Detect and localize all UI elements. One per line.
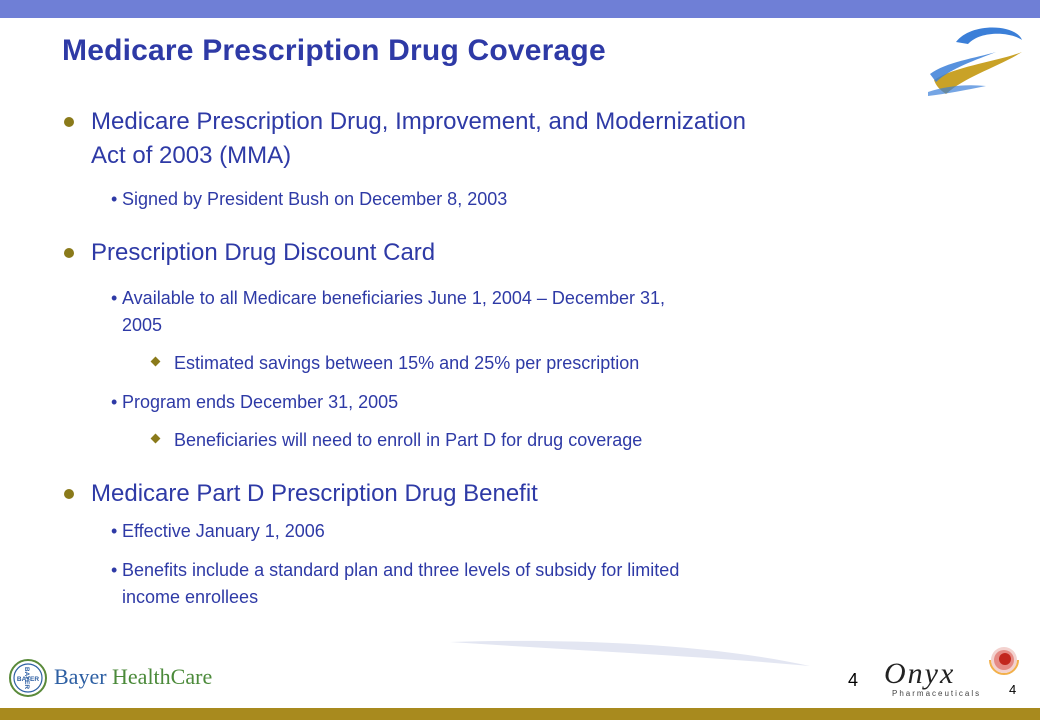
bullet-1-line-1: Medicare Prescription Drug, Improvement,…: [91, 108, 746, 135]
bullet-2-1-1: Estimated savings between 15% and 25% pe…: [174, 353, 640, 373]
diamond-bullet-icon: [150, 433, 161, 444]
bullet-3-2-line-2: income enrollees: [122, 587, 259, 607]
onyx-sphere-icon: [989, 647, 1019, 675]
bullet-3-1: Effective January 1, 2006: [122, 521, 325, 541]
sub-bullet-icon: •: [111, 521, 118, 541]
bayer-seal-vertical-text: BAYER: [23, 667, 30, 689]
bayer-healthcare-logo-text: Bayer HealthCare: [54, 664, 212, 690]
logo-page-number: 4: [1009, 682, 1017, 697]
bullet-2-1-line-1: Available to all Medicare beneficiaries …: [122, 288, 665, 308]
bullet-2: Prescription Drug Discount Card: [91, 239, 436, 266]
bullet-2-2-1: Beneficiaries will need to enroll in Par…: [174, 430, 643, 450]
bullet-2-2: Program ends December 31, 2005: [122, 392, 399, 412]
diamond-bullet-icon: [150, 356, 161, 367]
bullet-dot-icon: [64, 117, 74, 127]
onyx-logo: Onyx Pharmaceuticals: [884, 647, 1019, 698]
onyx-subtitle-text: Pharmaceuticals: [892, 689, 981, 698]
bullet-dot-icon: [64, 489, 74, 499]
bullet-2-1-line-2: 2005: [122, 315, 163, 335]
slide-title: Medicare Prescription Drug Coverage: [62, 34, 606, 67]
onyx-brand-text: Onyx: [884, 657, 955, 690]
bayer-cross-icon: BAYER BAYER: [9, 659, 47, 697]
bullet-3: Medicare Part D Prescription Drug Benefi…: [91, 480, 538, 507]
bayer-seal-horizontal-text: BAYER: [17, 676, 39, 683]
bullet-1-1: Signed by President Bush on December 8, …: [122, 189, 508, 209]
bullet-1-line-2: Act of 2003 (MMA): [91, 142, 292, 169]
bottom-accent-bar: [0, 708, 1040, 720]
bayer-brand: Bayer: [54, 664, 107, 689]
sub-bullet-icon: •: [111, 288, 118, 308]
sub-bullet-icon: •: [111, 392, 118, 412]
sub-bullet-icon: •: [111, 189, 118, 209]
sub-bullet-icon: •: [111, 560, 118, 580]
swirl-logo-icon: [928, 27, 1022, 96]
page-number: 4: [848, 670, 859, 690]
bullet-3-2-line-1: Benefits include a standard plan and thr…: [122, 560, 680, 580]
healthcare-brand: HealthCare: [112, 664, 213, 689]
bullet-dot-icon: [64, 248, 74, 258]
swoosh-decoration: [450, 640, 810, 666]
top-accent-bar: [0, 0, 1040, 18]
